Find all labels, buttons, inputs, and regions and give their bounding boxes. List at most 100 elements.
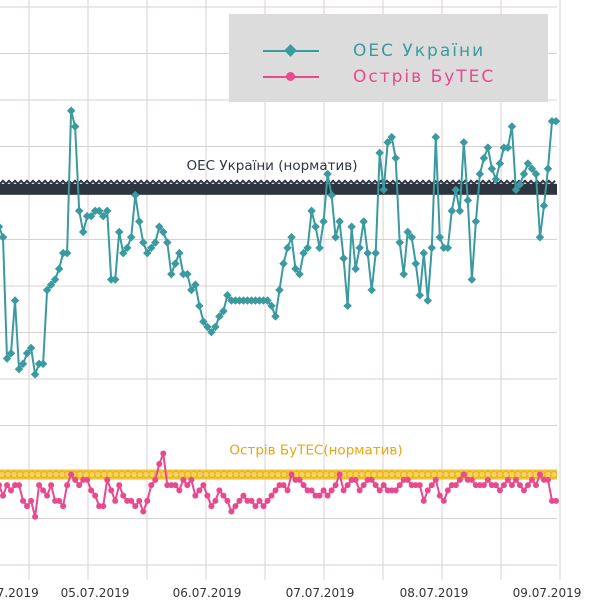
- data-point-oes: [199, 317, 208, 326]
- data-point-butes: [492, 482, 499, 489]
- data-point-oes: [503, 143, 513, 152]
- chart-legend: ОЕС України Острів БуТЕС: [229, 14, 548, 102]
- data-point-oes: [139, 238, 148, 247]
- reference-label-butes: Острів БуТЕС(норматив): [229, 443, 402, 459]
- data-point-butes: [36, 482, 43, 489]
- data-point-oes: [50, 275, 60, 284]
- data-point-oes: [171, 259, 180, 268]
- data-point-butes: [188, 476, 195, 483]
- data-point-butes: [16, 482, 23, 489]
- data-point-butes: [180, 476, 187, 483]
- reference-dot: [184, 471, 192, 478]
- x-tick-label: 05.07.2019: [0, 586, 39, 600]
- reference-dot: [232, 471, 240, 478]
- data-point-oes: [355, 243, 364, 253]
- data-point-oes: [391, 153, 400, 163]
- data-point-butes: [340, 487, 347, 494]
- data-point-oes: [435, 233, 445, 242]
- data-point-butes: [192, 492, 199, 499]
- reference-dot: [256, 471, 264, 478]
- data-point-oes: [211, 322, 220, 332]
- data-point-oes: [22, 349, 32, 358]
- data-point-oes: [315, 243, 324, 253]
- data-point-oes: [62, 248, 72, 258]
- data-point-oes: [291, 264, 300, 274]
- data-point-oes: [419, 248, 429, 258]
- x-tick-label: 09.07.2019: [513, 586, 582, 600]
- reference-label-oes: ОЕС України (норматив): [187, 158, 358, 174]
- data-point-oes: [74, 206, 84, 216]
- data-point-oes: [327, 190, 336, 200]
- data-point-butes: [444, 487, 451, 494]
- data-point-butes: [300, 482, 307, 489]
- data-point-butes: [516, 482, 523, 489]
- data-point-oes: [407, 233, 416, 242]
- reference-dot: [376, 471, 384, 478]
- data-point-oes: [519, 169, 529, 179]
- data-point-oes: [427, 243, 437, 253]
- reference-dot: [76, 471, 84, 478]
- reference-dot: [214, 471, 222, 478]
- reference-dot: [52, 471, 60, 478]
- data-point-oes: [14, 364, 24, 374]
- reference-dot: [454, 471, 462, 478]
- data-point-oes: [443, 243, 453, 253]
- data-point-butes: [504, 476, 511, 483]
- data-point-butes: [456, 476, 463, 483]
- reference-dot: [208, 471, 216, 478]
- data-point-oes: [26, 343, 36, 353]
- reference-dot: [412, 471, 420, 478]
- data-point-butes: [4, 482, 11, 489]
- reference-dot: [346, 471, 354, 478]
- data-point-butes: [0, 482, 3, 488]
- data-point-oes: [303, 243, 312, 253]
- data-point-butes: [496, 487, 503, 494]
- data-point-butes: [84, 476, 91, 483]
- data-point-butes: [200, 482, 207, 489]
- data-point-oes: [399, 269, 408, 279]
- reference-dot: [472, 471, 480, 478]
- data-point-oes: [475, 169, 485, 179]
- data-point-butes: [360, 482, 367, 489]
- reference-dot: [172, 471, 180, 478]
- data-point-butes: [252, 503, 259, 510]
- data-point-oes: [367, 285, 376, 295]
- data-point-butes: [24, 503, 31, 510]
- data-point-oes: [118, 248, 128, 258]
- data-point-oes: [6, 349, 16, 358]
- reference-dot: [202, 471, 210, 478]
- reference-dot: [94, 471, 102, 478]
- data-point-oes: [263, 296, 272, 305]
- reference-dot: [10, 471, 18, 478]
- reference-dot: [442, 471, 450, 478]
- reference-dot: [316, 471, 324, 478]
- reference-dot: [496, 471, 504, 478]
- data-point-oes: [539, 201, 549, 210]
- reference-dot: [40, 471, 48, 478]
- data-point-oes: [495, 159, 505, 168]
- reference-dot: [238, 471, 246, 478]
- data-point-oes: [267, 301, 276, 311]
- reference-line-oes-edge: [0, 179, 556, 186]
- data-point-butes: [144, 497, 151, 504]
- data-point-oes: [219, 306, 228, 316]
- reference-dot: [196, 471, 204, 478]
- data-point-butes: [468, 476, 475, 483]
- data-point-butes: [368, 476, 375, 483]
- data-point-butes: [336, 471, 343, 478]
- reference-dot: [82, 471, 90, 478]
- reference-dot: [106, 471, 114, 478]
- data-point-butes: [140, 508, 147, 515]
- data-point-oes: [459, 138, 469, 147]
- reference-dot: [352, 471, 360, 478]
- reference-dot: [406, 471, 414, 478]
- reference-dot: [280, 471, 288, 478]
- data-point-butes: [184, 482, 191, 489]
- data-point-butes: [60, 503, 67, 510]
- circle-marker-icon: [286, 72, 295, 81]
- data-point-oes: [335, 217, 344, 226]
- data-point-oes: [195, 301, 204, 311]
- reference-dot: [424, 471, 432, 478]
- data-point-butes: [76, 482, 83, 489]
- reference-dot: [400, 471, 408, 478]
